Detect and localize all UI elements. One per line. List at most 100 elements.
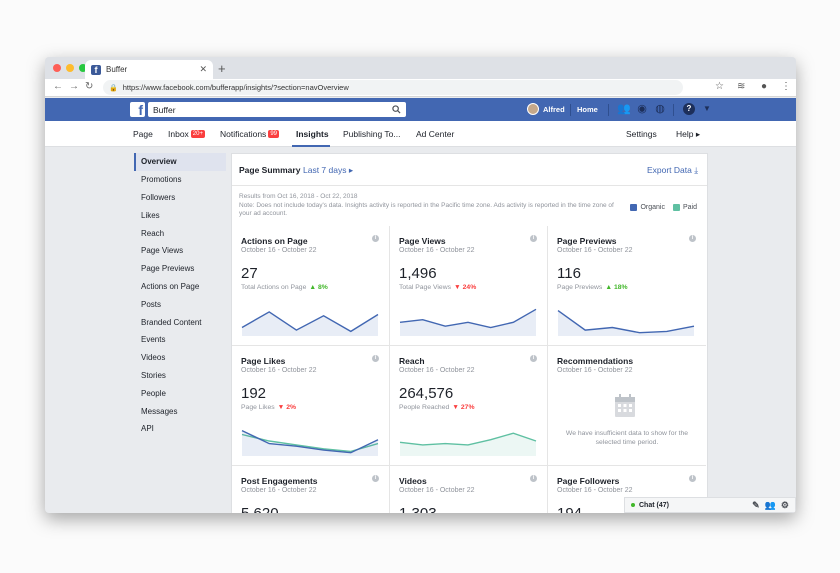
- account-menu-icon[interactable]: ▼: [703, 104, 711, 113]
- panel-header: Page Summary Last 7 days ▸ Export Data ⤓: [232, 154, 707, 186]
- sidebar-item-overview[interactable]: Overview: [134, 153, 226, 171]
- card-subtitle: Page Previews ▲ 18%: [557, 284, 628, 291]
- info-icon[interactable]: i: [372, 235, 379, 242]
- help-icon[interactable]: ?: [683, 103, 695, 115]
- card-sub-label: Page Previews: [557, 284, 603, 291]
- browser-window: f Buffer ✕ + ← → ↻ 🔒 https://www.faceboo…: [45, 57, 796, 513]
- chat-settings-gear-icon[interactable]: ⚙: [780, 500, 789, 510]
- tab-insights[interactable]: Insights: [296, 129, 329, 139]
- legend-paid: Paid: [672, 204, 697, 211]
- tab-close-icon[interactable]: ✕: [199, 64, 207, 74]
- insights-sidebar: Overview Promotions Followers Likes Reac…: [134, 153, 226, 438]
- close-window-button[interactable]: [53, 64, 61, 72]
- notifications-globe-icon[interactable]: ◍: [655, 103, 665, 115]
- sidebar-item-videos[interactable]: Videos: [141, 353, 166, 363]
- card-actions-on-page[interactable]: Actions on Page i October 16 - October 2…: [232, 226, 390, 346]
- sidebar-item-page-views[interactable]: Page Views: [141, 246, 184, 256]
- card-page-views[interactable]: Page Views i October 16 - October 22 1,4…: [390, 226, 548, 346]
- sidebar-item-page-previews[interactable]: Page Previews: [141, 264, 195, 274]
- card-post-engagements[interactable]: Post Engagements i October 16 - October …: [232, 466, 390, 513]
- tab-notifications[interactable]: Notifications 99: [220, 129, 279, 139]
- page-tabs: Page Inbox 20+ Notifications 99 Insights…: [45, 121, 796, 147]
- change-indicator: ▲ 18%: [605, 284, 628, 291]
- tab-ad-center[interactable]: Ad Center: [416, 129, 455, 139]
- sidebar-item-branded-content[interactable]: Branded Content: [141, 317, 202, 327]
- card-title: Page Likes: [241, 356, 286, 366]
- date-range-selector[interactable]: Last 7 days ▸: [303, 165, 354, 175]
- tab-inbox[interactable]: Inbox 20+: [168, 129, 205, 139]
- buffer-extension-icon[interactable]: ≋: [737, 81, 746, 92]
- sidebar-item-promotions[interactable]: Promotions: [141, 175, 182, 185]
- info-icon[interactable]: i: [530, 475, 537, 482]
- address-bar[interactable]: 🔒 https://www.facebook.com/bufferapp/ins…: [103, 80, 683, 95]
- reload-icon[interactable]: ↻: [85, 81, 94, 92]
- compose-icon[interactable]: ✎: [752, 500, 760, 510]
- new-tab-icon[interactable]: +: [218, 61, 226, 76]
- info-icon[interactable]: i: [372, 475, 379, 482]
- tab-inbox-label: Inbox: [168, 129, 189, 139]
- tab-notifications-label: Notifications: [220, 129, 267, 139]
- card-title: Page Previews: [557, 236, 617, 246]
- card-subtitle: Total Page Views ▼ 24%: [399, 284, 476, 291]
- card-subtitle: Page Likes ▼ 2%: [241, 404, 296, 411]
- browser-toolbar: ← → ↻ 🔒 https://www.facebook.com/buffera…: [45, 79, 796, 97]
- sidebar-item-stories[interactable]: Stories: [141, 370, 166, 380]
- card-date: October 16 - October 22: [399, 487, 475, 494]
- back-arrow-icon[interactable]: ←: [53, 81, 63, 92]
- search-icon[interactable]: [392, 105, 401, 114]
- download-icon: ⤓: [694, 165, 698, 175]
- maximize-window-button[interactable]: [79, 64, 87, 72]
- bookmark-star-icon[interactable]: ☆: [715, 81, 724, 92]
- info-icon[interactable]: i: [530, 235, 537, 242]
- card-value: 27: [241, 265, 258, 282]
- friend-requests-icon[interactable]: 👥: [617, 103, 631, 115]
- window-controls: [53, 64, 87, 72]
- sidebar-item-followers[interactable]: Followers: [141, 192, 176, 202]
- messenger-icon[interactable]: ◉: [637, 103, 647, 115]
- profile-icon[interactable]: ●: [761, 81, 768, 92]
- card-title: Reach: [399, 356, 425, 366]
- sidebar-item-posts[interactable]: Posts: [141, 299, 162, 309]
- home-link[interactable]: Home: [577, 105, 598, 114]
- card-date: October 16 - October 22: [557, 247, 633, 254]
- timezone-note-text: Note: Does not include today's data. Ins…: [239, 201, 614, 218]
- card-date: October 16 - October 22: [399, 367, 475, 374]
- card-reach[interactable]: Reach i October 16 - October 22 264,576 …: [390, 346, 548, 466]
- sidebar-item-reach[interactable]: Reach: [141, 228, 165, 238]
- tab-page[interactable]: Page: [133, 129, 153, 139]
- export-data-button[interactable]: Export Data ⤓: [647, 165, 698, 176]
- info-icon[interactable]: i: [689, 235, 696, 242]
- search-input[interactable]: Buffer: [148, 102, 406, 117]
- sidebar-item-api[interactable]: API: [141, 424, 154, 434]
- info-icon[interactable]: i: [530, 355, 537, 362]
- card-page-followers[interactable]: Page Followers i October 16 - October 22…: [548, 466, 706, 513]
- sidebar-item-events[interactable]: Events: [141, 335, 166, 345]
- minimize-window-button[interactable]: [66, 64, 74, 72]
- forward-arrow-icon[interactable]: →: [69, 81, 79, 92]
- help-link[interactable]: Help ▸: [676, 129, 701, 139]
- settings-link[interactable]: Settings: [626, 129, 657, 139]
- change-indicator: ▼ 2%: [277, 404, 297, 411]
- sidebar-item-actions-on-page[interactable]: Actions on Page: [141, 281, 200, 291]
- add-people-icon[interactable]: 👥: [764, 500, 776, 510]
- tab-publishing-tools[interactable]: Publishing To...: [343, 129, 401, 139]
- card-date: October 16 - October 22: [399, 247, 475, 254]
- card-page-previews[interactable]: Page Previews i October 16 - October 22 …: [548, 226, 706, 346]
- sidebar-item-people[interactable]: People: [141, 388, 166, 398]
- lock-icon: 🔒: [109, 84, 118, 92]
- paid-swatch: [672, 204, 680, 211]
- sparkline-page-previews: [557, 310, 695, 336]
- sidebar-item-likes[interactable]: Likes: [141, 210, 160, 220]
- browser-tab[interactable]: f Buffer ✕: [85, 60, 213, 79]
- browser-menu-icon[interactable]: ⋮: [781, 81, 791, 92]
- card-videos[interactable]: Videos i October 16 - October 22 1,303: [390, 466, 548, 513]
- info-icon[interactable]: i: [689, 475, 696, 482]
- sidebar-item-messages[interactable]: Messages: [141, 406, 178, 416]
- facebook-logo-icon[interactable]: f: [130, 102, 145, 117]
- info-icon[interactable]: i: [372, 355, 379, 362]
- card-page-likes[interactable]: Page Likes i October 16 - October 22 192…: [232, 346, 390, 466]
- profile-link[interactable]: Alfred: [527, 103, 565, 115]
- chat-bar[interactable]: Chat (47) ✎ 👥 ⚙: [624, 497, 796, 513]
- sparkline-area: [242, 311, 378, 336]
- card-recommendations[interactable]: Recommendations October 16 - October 22 …: [548, 346, 706, 466]
